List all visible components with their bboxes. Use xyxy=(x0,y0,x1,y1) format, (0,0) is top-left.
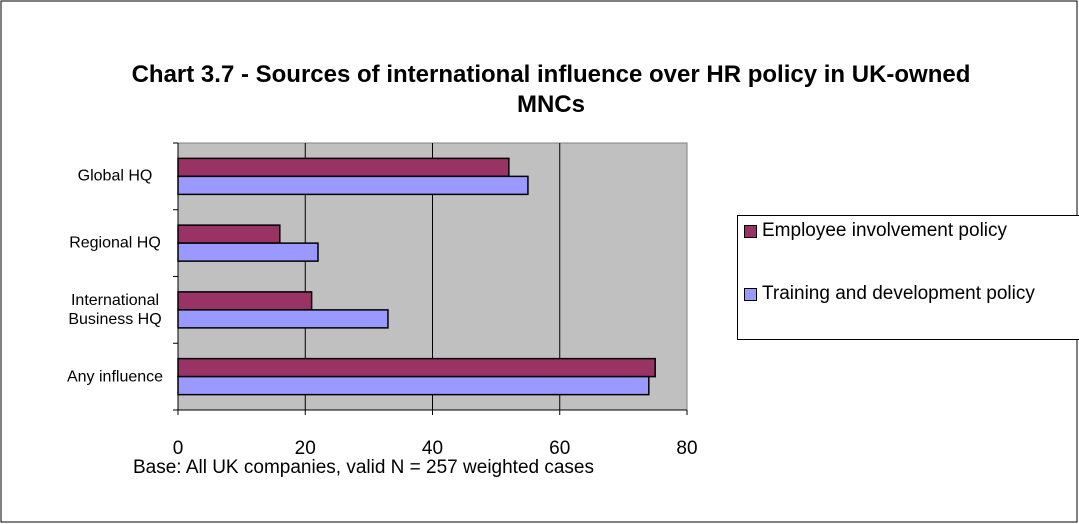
x-tick-label: 40 xyxy=(422,438,443,459)
bar xyxy=(177,175,529,196)
y-tick-label: Any influence xyxy=(66,368,164,386)
x-tick-label: 0 xyxy=(173,438,184,459)
bar xyxy=(177,375,650,396)
y-tick-label: Regional HQ xyxy=(69,234,161,252)
legend: Employee involvement policy Training and … xyxy=(737,215,1079,340)
x-tick-label: 60 xyxy=(549,438,570,459)
bar xyxy=(177,224,281,244)
y-tick-label: International Business HQ xyxy=(68,291,162,328)
legend-item: Employee involvement policy xyxy=(744,220,1062,242)
chart-title: Chart 3.7 - Sources of international inf… xyxy=(131,61,971,118)
bar xyxy=(177,242,319,262)
legend-label: Employee involvement policy xyxy=(762,220,1008,241)
y-tick-label: Global HQ xyxy=(77,167,153,185)
bar xyxy=(177,157,510,178)
footnote: Base: All UK companies, valid N = 257 we… xyxy=(133,457,595,478)
bar xyxy=(177,309,389,329)
legend-label: Training and development policy xyxy=(762,283,1035,304)
x-tick-label: 20 xyxy=(295,438,316,459)
legend-item: Training and development policy xyxy=(744,283,1062,305)
legend-swatch xyxy=(744,225,757,238)
bar xyxy=(177,357,656,378)
x-tick-label: 80 xyxy=(676,438,697,459)
bar xyxy=(177,291,313,311)
legend-swatch xyxy=(744,288,757,301)
